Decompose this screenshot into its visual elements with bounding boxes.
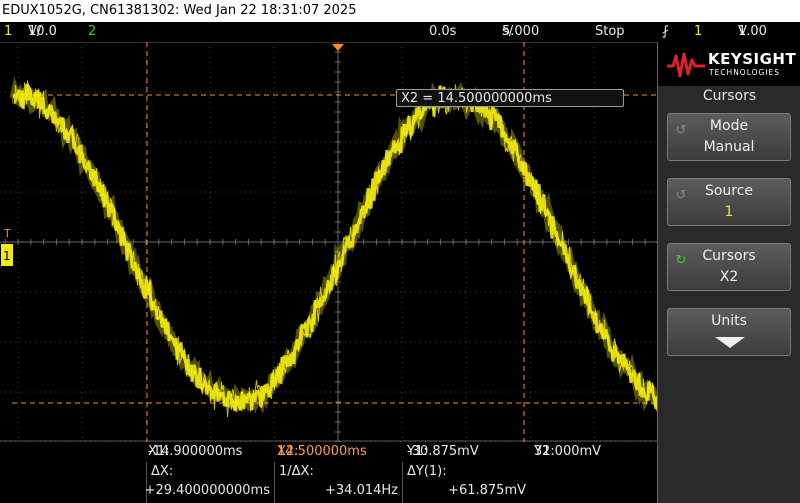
inverse-delta-x-measurement: 1/ΔX: +34.014Hz	[274, 462, 402, 503]
cursors-softkey[interactable]: ↻ Cursors X2	[667, 243, 791, 291]
ch1-trace	[14, 80, 657, 418]
cursor-values-bar: X1: -14.900000ms X2: 14.500000ms Y1: -30…	[0, 442, 657, 462]
mode-softkey-label: Mode	[709, 118, 749, 134]
time-delay[interactable]: 0.0s	[429, 24, 457, 39]
brand-name: KEYSIGHT	[708, 50, 797, 68]
trigger-level-unit: V	[738, 24, 747, 39]
cursor-y2-value: 31.000mV	[534, 444, 602, 459]
knob-icon: ↺	[675, 188, 687, 203]
mode-softkey-value: Manual	[703, 139, 755, 155]
cursor-x1-label: X1:	[148, 444, 170, 459]
title-text: EDUX1052G, CN61381302: Wed Jan 22 18:31:…	[2, 3, 357, 18]
measurements-bar: ΔX: +29.400000000ms 1/ΔX: +34.014Hz ΔY(1…	[0, 462, 657, 503]
graticule-svg: T 1	[0, 42, 657, 442]
menu-title: Cursors	[702, 88, 757, 104]
units-softkey[interactable]: Units	[667, 308, 791, 356]
ch1-scale-unit: V/	[28, 24, 42, 39]
ch1-waveform	[9, 76, 657, 418]
title-bar: EDUX1052G, CN61381302: Wed Jan 22 18:31:…	[0, 0, 800, 22]
ch1-trace	[9, 76, 657, 415]
source-softkey-label: Source	[704, 183, 754, 199]
cursor-x1-value: -14.900000ms	[148, 444, 243, 459]
ch1-number[interactable]: 1	[4, 24, 13, 39]
run-state[interactable]: Stop	[595, 24, 625, 39]
source-softkey[interactable]: ↺ Source 1	[667, 178, 791, 226]
trigger-level-value: 1.00	[738, 24, 767, 39]
cursor-readout-box: X2 = 14.500000000ms	[396, 89, 624, 107]
inverse-delta-x-label: 1/ΔX:	[279, 464, 314, 479]
status-bar: 1 10.0 V/ 2 0.0s 5.000 s/ Stop ⨏ 1 1.00 V	[0, 22, 800, 42]
delta-x-value: +29.400000000ms	[144, 483, 270, 498]
inverse-delta-x-value: +34.014Hz	[325, 483, 398, 498]
time-scale-unit: s/	[502, 24, 514, 39]
cursor-y2-label: Y2:	[534, 444, 555, 459]
cursor-y1-label: Y1:	[407, 444, 428, 459]
source-softkey-value: 1	[724, 204, 734, 220]
knob-icon: ↺	[675, 123, 687, 138]
brand-subtitle: TECHNOLOGIES	[709, 68, 781, 77]
units-softkey-label: Units	[711, 313, 747, 329]
delta-x-measurement: ΔX: +29.400000000ms	[144, 462, 274, 503]
graticule	[0, 42, 657, 442]
mode-softkey[interactable]: ↺ Mode Manual	[667, 113, 791, 161]
softkey-panel: KEYSIGHT TECHNOLOGIES Cursors ↺ Mode Man…	[657, 42, 800, 503]
delta-y-label: ΔY(1):	[407, 464, 447, 479]
submenu-arrow-down-icon	[715, 337, 745, 348]
cursors-softkey-value: X2	[719, 269, 739, 285]
waveform-display[interactable]: T 1 X2 = 14.500000000ms	[0, 42, 657, 442]
cursor-x2-value: 14.500000ms	[277, 444, 367, 459]
ch1-scale-value: 10.0	[28, 24, 57, 39]
ch1-ground-label: 1	[3, 249, 11, 263]
trigger-edge-icon: ⨏	[662, 24, 669, 39]
trigger-source[interactable]: 1	[694, 24, 703, 39]
trigger-level-marker[interactable]: T	[3, 227, 11, 240]
cursor-x2-label: X2:	[277, 444, 299, 459]
knob-active-icon: ↻	[675, 253, 687, 268]
delta-y-value: +61.875mV	[448, 483, 526, 498]
delta-y-measurement: ΔY(1): +61.875mV	[402, 462, 530, 503]
ch2-number[interactable]: 2	[88, 24, 97, 39]
cursor-y1-value: -30.875mV	[407, 444, 479, 459]
time-scale-value: 5.000	[502, 24, 540, 39]
keysight-logo: KEYSIGHT TECHNOLOGIES	[658, 42, 800, 86]
ch1-ground-marker[interactable]	[1, 244, 13, 266]
delta-x-label: ΔX:	[151, 464, 174, 479]
cursors-softkey-label: Cursors	[702, 248, 756, 264]
trigger-position-marker[interactable]	[332, 44, 344, 51]
keysight-wave-icon	[667, 52, 705, 78]
